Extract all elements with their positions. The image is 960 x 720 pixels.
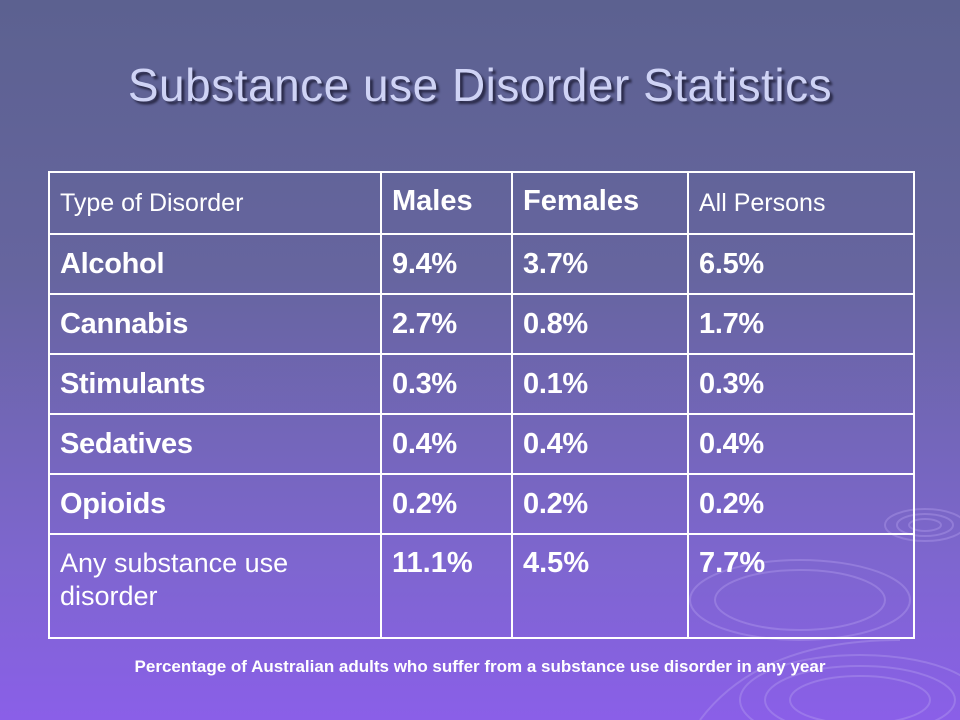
row-males: 11.1% <box>380 533 513 639</box>
row-all-persons: 7.7% <box>687 533 915 639</box>
row-all-persons: 6.5% <box>687 233 915 295</box>
row-females: 0.8% <box>511 293 689 355</box>
header-all-persons: All Persons <box>687 171 915 235</box>
row-type: Cannabis <box>48 293 382 355</box>
header-males: Males <box>380 171 513 235</box>
table-row: Any substance use disorder 11.1% 4.5% 7.… <box>48 533 915 639</box>
table-row: Opioids 0.2% 0.2% 0.2% <box>48 473 915 535</box>
row-females: 3.7% <box>511 233 689 295</box>
header-type-of-disorder: Type of Disorder <box>48 171 382 235</box>
slide-title: Substance use Disorder Statistics <box>127 59 833 111</box>
row-type: Alcohol <box>48 233 382 295</box>
row-females: 4.5% <box>511 533 689 639</box>
table-caption: Percentage of Australian adults who suff… <box>134 657 826 676</box>
row-females: 0.1% <box>511 353 689 415</box>
table-row: Stimulants 0.3% 0.1% 0.3% <box>48 353 915 415</box>
row-type: Sedatives <box>48 413 382 475</box>
row-all-persons: 0.3% <box>687 353 915 415</box>
row-males: 0.2% <box>380 473 513 535</box>
disorder-statistics-table: Type of Disorder Males Females All Perso… <box>48 171 915 639</box>
row-males: 2.7% <box>380 293 513 355</box>
row-females: 0.2% <box>511 473 689 535</box>
row-all-persons: 0.2% <box>687 473 915 535</box>
row-males: 0.4% <box>380 413 513 475</box>
row-males: 0.3% <box>380 353 513 415</box>
row-type: Any substance use disorder <box>48 533 382 639</box>
row-all-persons: 1.7% <box>687 293 915 355</box>
row-all-persons: 0.4% <box>687 413 915 475</box>
table-header-row: Type of Disorder Males Females All Perso… <box>48 171 915 235</box>
row-females: 0.4% <box>511 413 689 475</box>
row-males: 9.4% <box>380 233 513 295</box>
table-row: Cannabis 2.7% 0.8% 1.7% <box>48 293 915 355</box>
row-type: Opioids <box>48 473 382 535</box>
table-row: Sedatives 0.4% 0.4% 0.4% <box>48 413 915 475</box>
header-females: Females <box>511 171 689 235</box>
row-type: Stimulants <box>48 353 382 415</box>
table-row: Alcohol 9.4% 3.7% 6.5% <box>48 233 915 295</box>
